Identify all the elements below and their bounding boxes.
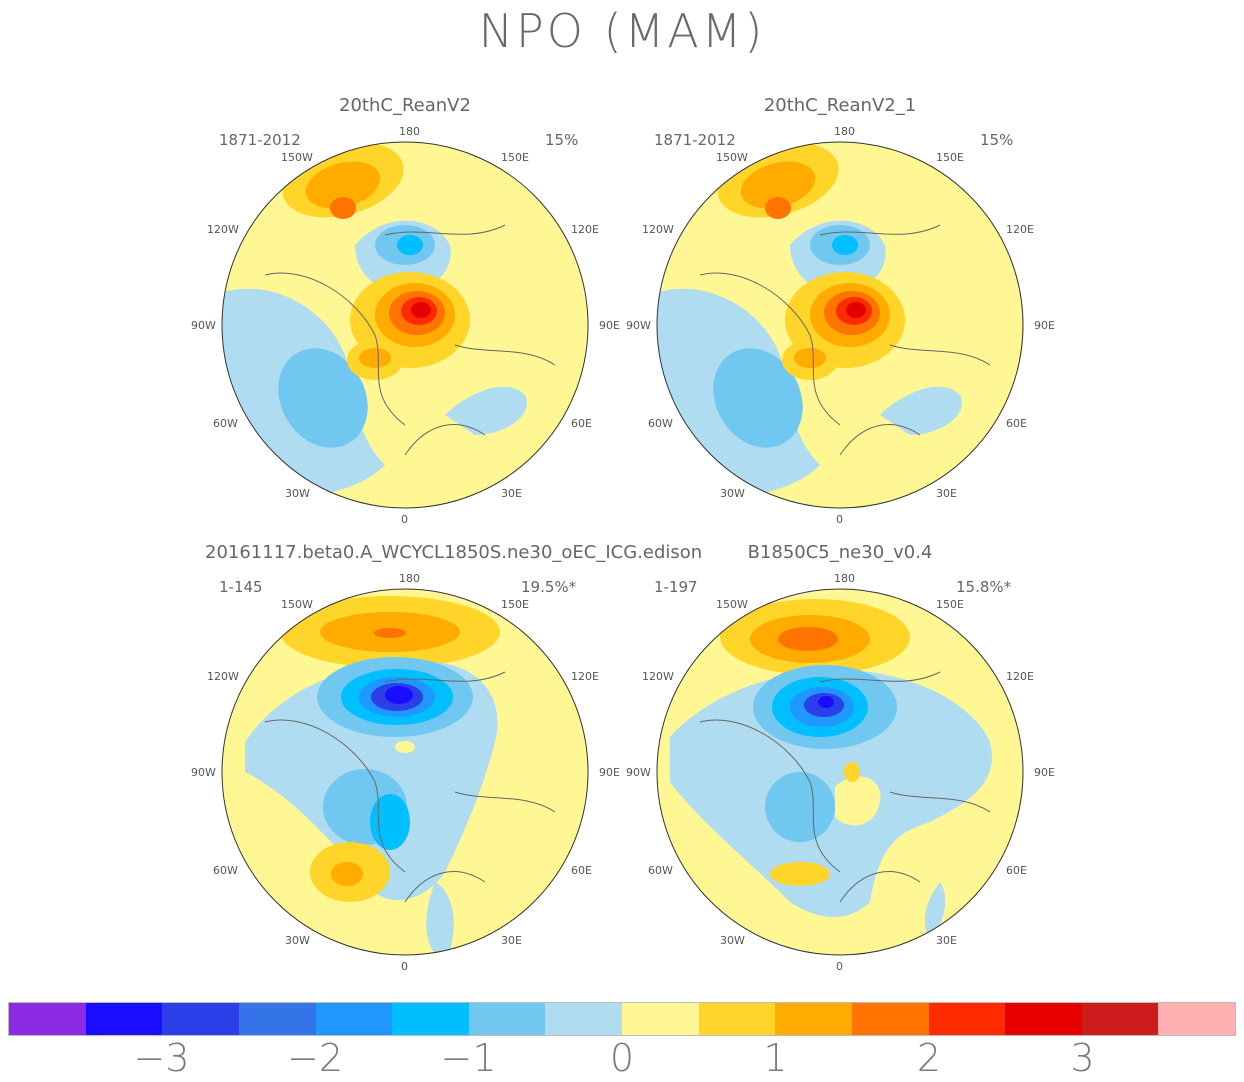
lon-label: 90E [599, 766, 620, 779]
panel-years: 1-145 [219, 578, 263, 596]
panel-percent: 15.8%* [956, 578, 1012, 596]
lon-label: 150E [501, 598, 529, 611]
panel-title: 20thC_ReanV2 [339, 95, 471, 116]
lon-label: 60W [213, 864, 238, 877]
lon-label: 60E [571, 417, 592, 430]
lon-label: 60W [213, 417, 238, 430]
lon-label: 30E [936, 934, 957, 947]
lon-label: 120E [1006, 223, 1034, 236]
lon-label: 30W [720, 487, 745, 500]
lon-label: 120E [571, 223, 599, 236]
colorbar-swatch [545, 1003, 622, 1035]
lon-label: 30E [501, 934, 522, 947]
panel-title: B1850C5_ne30_v0.4 [747, 542, 933, 563]
lon-label: 150W [281, 598, 313, 611]
map-panel-3: 20161117.beta0.A_WCYCL1850S.ne30_oEC_ICG… [191, 542, 703, 982]
lon-label: 180 [834, 572, 855, 585]
lon-label: 120E [571, 670, 599, 683]
panel-percent: 15% [545, 131, 579, 149]
lon-label: 120E [1006, 670, 1034, 683]
map-panel-2: 20thC_ReanV2_1 1871-2012 15% 180 0 150 [626, 95, 1055, 535]
lon-label: 150E [936, 151, 964, 164]
colorbar-swatch [468, 1003, 546, 1035]
panel-title: 20161117.beta0.A_WCYCL1850S.ne30_oEC_ICG… [205, 542, 703, 563]
panel-title: 20thC_ReanV2_1 [763, 95, 917, 116]
colorbar-swatch [1081, 1003, 1159, 1035]
lon-label: 60E [1006, 864, 1027, 877]
panel-years: 1871-2012 [219, 131, 301, 149]
colorbar-tick-label: −2 [286, 1036, 344, 1080]
colorbar-tick-label: 2 [916, 1036, 942, 1080]
lon-label: 30E [501, 487, 522, 500]
polar-map [221, 588, 589, 956]
colorbar-tick-label: 1 [763, 1036, 788, 1080]
colorbar-tick-label: −1 [440, 1036, 497, 1080]
lon-label: 0 [836, 513, 843, 526]
colorbar-swatch [162, 1003, 239, 1035]
lon-label: 90W [191, 319, 216, 332]
panel-years: 1871-2012 [654, 131, 736, 149]
colorbar-swatch [9, 1003, 86, 1035]
lon-label: 0 [401, 960, 408, 973]
colorbar-swatch [238, 1003, 316, 1035]
lon-label: 60E [571, 864, 592, 877]
lon-label: 90W [191, 766, 216, 779]
lon-label: 90W [626, 319, 651, 332]
colorbar-swatch [85, 1003, 163, 1035]
lon-label: 120W [642, 670, 674, 683]
lon-label: 120W [207, 223, 239, 236]
figure-title: NPO (MAM) [478, 4, 766, 58]
lon-label: 30W [720, 934, 745, 947]
colorbar-swatch [622, 1003, 699, 1035]
colorbar-swatch [1158, 1003, 1235, 1035]
lon-label: 60W [648, 417, 673, 430]
lon-label: 150W [281, 151, 313, 164]
lon-label: 90W [626, 766, 651, 779]
panel-years: 1-197 [654, 578, 698, 596]
lon-label: 180 [399, 572, 420, 585]
lon-label: 0 [836, 960, 843, 973]
lon-label: 30W [285, 487, 310, 500]
lon-label: 30W [285, 934, 310, 947]
lon-label: 0 [401, 513, 408, 526]
colorbar-swatch [315, 1003, 393, 1035]
lon-label: 90E [1034, 766, 1055, 779]
colorbar [8, 1002, 1236, 1036]
colorbar-tick-label: 3 [1070, 1036, 1095, 1080]
colorbar-swatch [928, 1003, 1006, 1035]
lon-label: 150W [716, 151, 748, 164]
lon-label: 90E [599, 319, 620, 332]
panel-percent: 19.5%* [521, 578, 577, 596]
colorbar-swatch [775, 1003, 852, 1035]
colorbar-swatch [698, 1003, 776, 1035]
colorbar-tick-label: 0 [609, 1036, 635, 1080]
map-panel-1: 20thC_ReanV2 1871-2012 15% 180 0 150W [191, 95, 620, 535]
polar-map [221, 141, 589, 509]
lon-label: 120W [207, 670, 239, 683]
colorbar-swatch [1005, 1003, 1082, 1035]
colorbar-swatch [851, 1003, 929, 1035]
lon-label: 60W [648, 864, 673, 877]
lon-label: 150E [936, 598, 964, 611]
lon-label: 30E [936, 487, 957, 500]
lon-label: 180 [399, 125, 420, 138]
colorbar-tick-label: −3 [133, 1036, 190, 1080]
lon-label: 180 [834, 125, 855, 138]
lon-label: 150W [716, 598, 748, 611]
lon-label: 150E [501, 151, 529, 164]
lon-label: 120W [642, 223, 674, 236]
lon-label: 90E [1034, 319, 1055, 332]
panel-percent: 15% [980, 131, 1014, 149]
map-panel-4: B1850C5_ne30_v0.4 1-197 15.8%* 180 0 150… [626, 542, 1055, 982]
polar-map [656, 141, 1024, 509]
colorbar-swatch [392, 1003, 469, 1035]
polar-map [656, 588, 1024, 956]
lon-label: 60E [1006, 417, 1027, 430]
